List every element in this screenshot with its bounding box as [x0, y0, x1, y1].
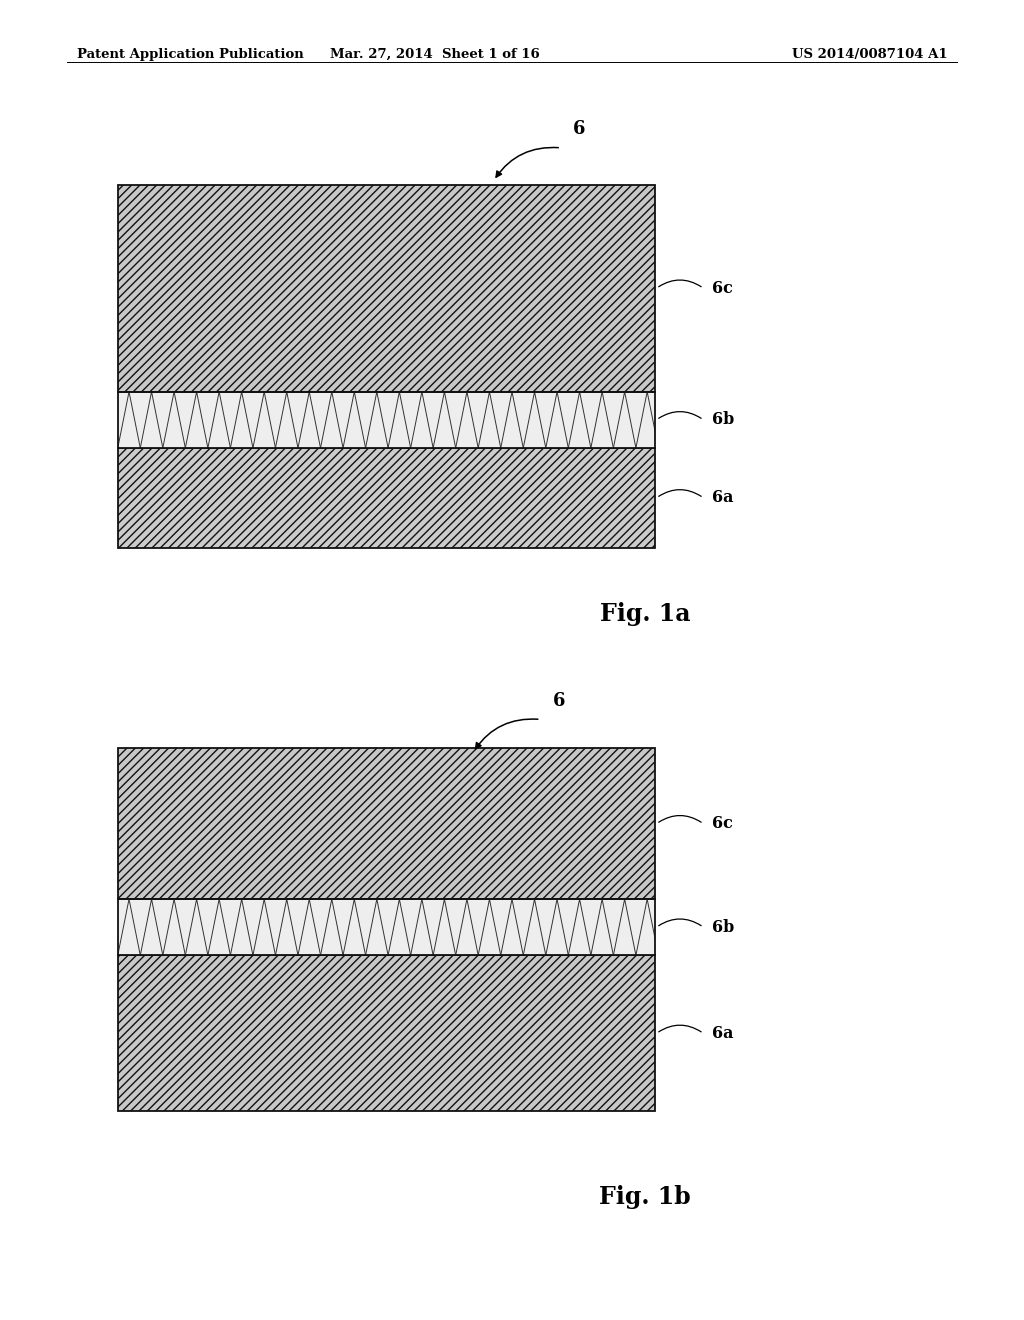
Text: Patent Application Publication: Patent Application Publication	[77, 48, 303, 61]
FancyArrowPatch shape	[658, 919, 701, 925]
Text: 6a: 6a	[712, 490, 733, 507]
Bar	[118, 392, 655, 447]
Bar	[118, 447, 655, 548]
Bar	[118, 899, 655, 956]
Text: Fig. 1a: Fig. 1a	[600, 602, 690, 626]
FancyArrowPatch shape	[658, 490, 701, 496]
Text: 6: 6	[573, 120, 586, 139]
Text: 6b: 6b	[712, 412, 734, 429]
FancyArrowPatch shape	[658, 412, 701, 418]
Text: 6a: 6a	[712, 1024, 733, 1041]
Text: 6c: 6c	[712, 816, 732, 833]
Bar	[118, 185, 655, 392]
Bar	[118, 899, 655, 956]
Text: 6c: 6c	[712, 280, 732, 297]
Text: Mar. 27, 2014  Sheet 1 of 16: Mar. 27, 2014 Sheet 1 of 16	[331, 48, 540, 61]
FancyArrowPatch shape	[475, 719, 538, 748]
Bar	[118, 899, 655, 956]
FancyArrowPatch shape	[658, 1026, 701, 1032]
Text: 6b: 6b	[712, 919, 734, 936]
Text: US 2014/0087104 A1: US 2014/0087104 A1	[792, 48, 947, 61]
Bar	[118, 956, 655, 1111]
FancyArrowPatch shape	[496, 148, 558, 177]
FancyArrowPatch shape	[658, 280, 701, 286]
Text: 6: 6	[553, 692, 565, 710]
FancyArrowPatch shape	[658, 816, 701, 822]
Bar	[118, 748, 655, 899]
Bar	[118, 392, 655, 447]
Bar	[118, 392, 655, 447]
Text: Fig. 1b: Fig. 1b	[599, 1185, 691, 1209]
